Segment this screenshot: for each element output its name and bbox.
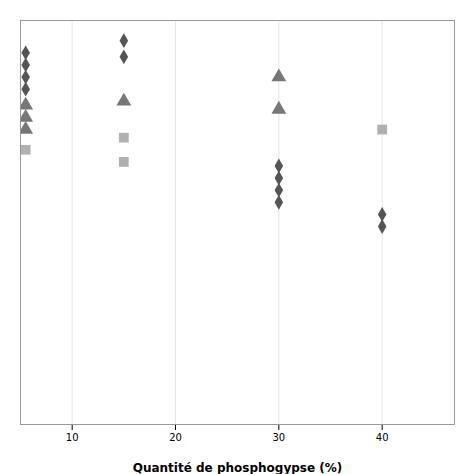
svg-text:10: 10 <box>66 432 79 443</box>
svg-text:Quantité de phosphogypse (%): Quantité de phosphogypse (%) <box>133 461 343 474</box>
svg-text:30: 30 <box>272 432 285 443</box>
svg-text:20: 20 <box>169 432 182 443</box>
svg-text:40: 40 <box>376 432 389 443</box>
